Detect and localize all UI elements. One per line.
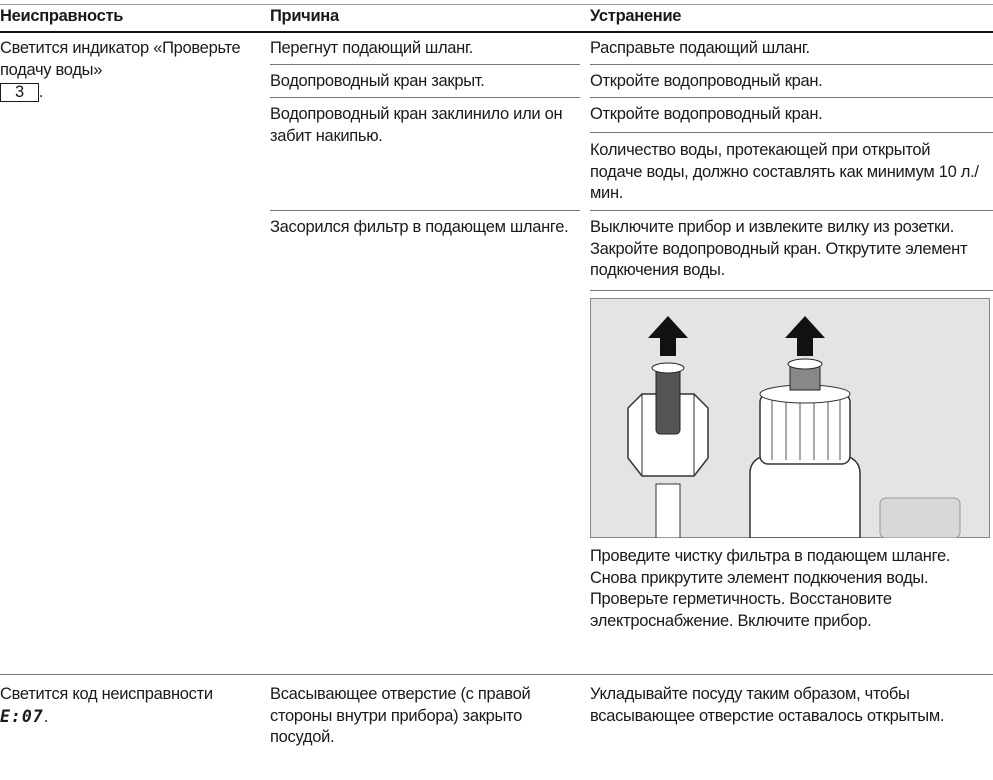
rule [590,290,993,291]
error-code: E:07 [0,706,44,726]
remedy: Укладывайте посуду таким образом, чтобы … [590,685,945,725]
rule [590,132,993,133]
rule [270,64,580,65]
remedy: Количество воды, протекающей при открыто… [590,141,979,202]
rule [590,210,993,211]
key-symbol: 3 [0,83,39,102]
cause: Засорился фильтр в подающем шланге. [270,218,569,236]
rule [270,210,580,211]
rule [0,4,993,5]
rule [270,97,580,98]
header-cell: Причина [270,7,339,25]
problem-text: Светится код неисправности [0,685,213,703]
rule [590,97,993,98]
cause: Всасывающее отверстие (с правой стороны … [270,685,531,746]
remedy: Выключите прибор и извлеките вилку из ро… [590,218,968,279]
problem: Светится индикатор «Проверьте подачу вод… [0,38,250,104]
rule [590,64,993,65]
remedy: Проведите чистку фильтра в подающем шлан… [590,547,951,630]
remedy: Откройте водопроводный кран. [590,105,823,123]
header-cell: Устранение [590,7,682,25]
rule [0,674,993,675]
punct: . [43,707,49,726]
cause: Перегнут подающий шланг. [270,39,473,57]
remedy: Расправьте подающий шланг. [590,39,810,57]
remedy: Откройте водопроводный кран. [590,72,823,90]
problem-text: Светится индикатор «Проверьте подачу вод… [0,39,241,79]
rule [0,31,993,33]
header-cell: Неисправность [0,7,124,25]
cause: Водопроводный кран заклинило или он заби… [270,105,563,145]
cause: Водопроводный кран закрыт. [270,72,485,90]
filter-illustration [590,298,990,538]
problem: Светится код неисправности E:07. [0,684,250,728]
punct: . [38,83,44,101]
